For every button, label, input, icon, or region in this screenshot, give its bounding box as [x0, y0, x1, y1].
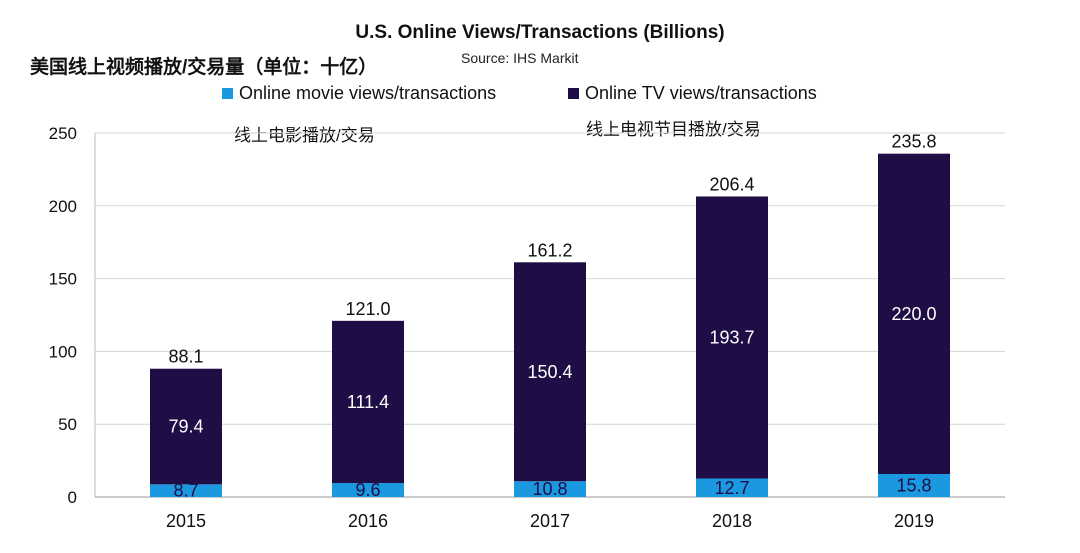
- data-label-tv-2018: 193.7: [709, 327, 754, 347]
- x-tick-label-2019: 2019: [894, 511, 934, 531]
- bar-tv-2016: [332, 320, 404, 484]
- data-label-movie-2016: 9.6: [355, 480, 380, 500]
- chart-subtitle-cn: 美国线上视频播放/交易量（单位：十亿）: [30, 57, 378, 78]
- y-tick-label: 150: [49, 270, 77, 289]
- bar-movie-2017: [514, 481, 586, 497]
- annotation-movie-cn: 线上电影播放/交易: [234, 126, 375, 145]
- x-tick-label-2015: 2015: [166, 511, 206, 531]
- chart-source: Source: IHS Markit: [461, 50, 579, 66]
- legend-item-movie: Online movie views/transactions: [222, 83, 496, 104]
- bar-movie-2019: [878, 473, 950, 497]
- bar-tv-2015: [150, 368, 222, 485]
- total-label-2015: 88.1: [168, 347, 203, 367]
- x-tick-label-2018: 2018: [712, 511, 752, 531]
- y-tick-label: 100: [49, 342, 77, 361]
- data-label-tv-2016: 111.4: [347, 392, 389, 412]
- y-tick-label: 50: [58, 415, 77, 434]
- x-tick-label-2017: 2017: [530, 511, 570, 531]
- data-label-tv-2017: 150.4: [527, 362, 572, 382]
- bar-movie-2018: [696, 478, 768, 497]
- chart-title: U.S. Online Views/Transactions (Billions…: [355, 22, 725, 43]
- legend-label-tv: Online TV views/transactions: [585, 83, 817, 103]
- legend-swatch-tv: [568, 88, 579, 99]
- bar-movie-2016: [332, 483, 404, 497]
- y-tick-label: 250: [49, 124, 77, 143]
- total-label-2018: 206.4: [709, 174, 754, 194]
- bar-tv-2019: [878, 153, 950, 474]
- data-label-movie-2015: 8.7: [173, 481, 198, 501]
- x-tick-label-2016: 2016: [348, 511, 388, 531]
- bar-tv-2018: [696, 196, 768, 479]
- total-label-2019: 235.8: [891, 132, 936, 152]
- data-label-movie-2017: 10.8: [532, 479, 567, 499]
- data-label-movie-2019: 15.8: [896, 475, 931, 495]
- bar-movie-2015: [150, 484, 222, 497]
- annotation-tv-cn: 线上电视节目播放/交易: [586, 120, 761, 139]
- y-tick-label: 200: [49, 197, 77, 216]
- legend-item-tv: Online TV views/transactions: [568, 83, 817, 104]
- y-tick-label: 0: [68, 488, 77, 507]
- data-label-movie-2018: 12.7: [714, 478, 749, 498]
- total-label-2017: 161.2: [527, 240, 572, 260]
- legend-label-movie: Online movie views/transactions: [239, 83, 497, 103]
- bar-tv-2017: [514, 262, 586, 482]
- legend-swatch-movie: [222, 88, 233, 99]
- data-label-tv-2019: 220.0: [891, 304, 936, 324]
- data-label-tv-2015: 79.4: [168, 417, 203, 437]
- total-label-2016: 121.0: [345, 299, 390, 319]
